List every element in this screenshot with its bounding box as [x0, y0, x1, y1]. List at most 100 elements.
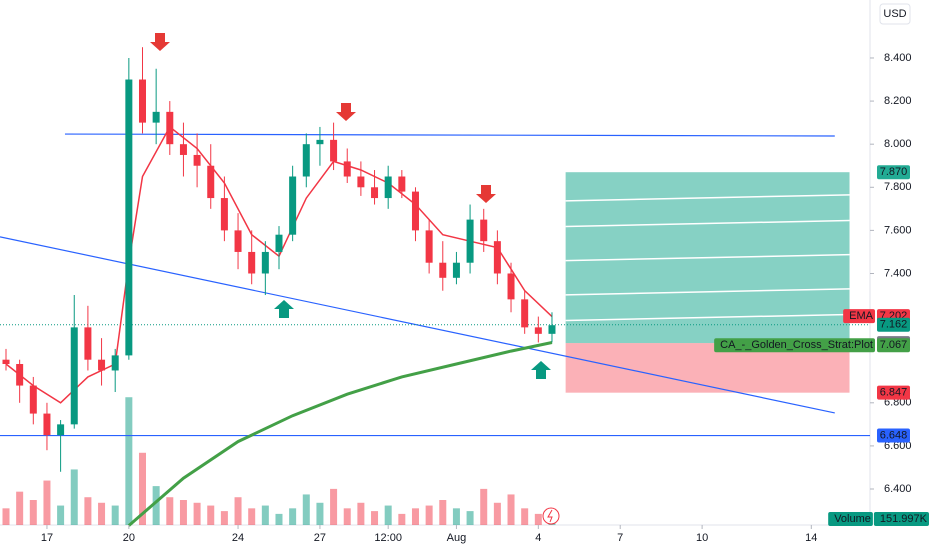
candle-body — [480, 219, 488, 242]
volume-bar — [152, 486, 160, 525]
volume-bar — [480, 488, 488, 525]
volume-bar — [70, 469, 78, 525]
buy-arrow — [531, 361, 551, 379]
zone-line — [565, 288, 850, 296]
y-tick-label: 8.000 — [884, 138, 912, 150]
volume-bar — [29, 500, 37, 525]
y-tick-label: 7.800 — [884, 181, 912, 193]
x-tick-label: 20 — [123, 532, 135, 544]
x-tick-label: 27 — [314, 532, 326, 544]
zone-line — [565, 313, 850, 322]
currency: USD — [883, 8, 906, 20]
volume-bar — [330, 488, 338, 525]
trend-line — [64, 133, 835, 137]
buy-arrow — [274, 300, 294, 318]
candle-body — [411, 191, 419, 231]
volume-name-box — [828, 512, 873, 526]
volume-bar — [166, 497, 174, 525]
candle-body — [275, 234, 283, 252]
sell-arrow — [150, 33, 170, 51]
candle-body — [179, 144, 187, 155]
y-tick-label: 6.800 — [884, 397, 912, 409]
candle-body — [166, 111, 174, 145]
volume-bar — [43, 480, 51, 525]
candle-body — [466, 219, 474, 263]
candle-body — [84, 327, 92, 360]
candle-body — [371, 187, 379, 199]
candle-body — [289, 176, 297, 235]
volume-bar — [398, 513, 406, 525]
volume-bar — [521, 508, 529, 525]
candle-body — [302, 144, 310, 177]
price-badge-label: 7.162 — [880, 319, 908, 331]
x-tick-label: 10 — [696, 532, 708, 544]
price-badge-label: 6.847 — [880, 387, 908, 399]
volume-bar — [384, 505, 392, 525]
signals — [150, 33, 551, 379]
candle-body — [2, 359, 10, 365]
candle-body — [534, 327, 542, 334]
volume-bar — [261, 505, 269, 525]
volume-name: Volume — [834, 513, 871, 525]
volume-bar — [2, 508, 10, 525]
volume-bar — [357, 502, 365, 525]
volume-bar — [343, 508, 351, 525]
candle-body — [220, 198, 228, 231]
volume-value-box — [873, 512, 929, 526]
volume-bar — [248, 508, 256, 525]
volume-bar — [111, 505, 119, 525]
candle-body — [248, 251, 256, 274]
volume-bar — [289, 508, 297, 525]
volume-bar — [507, 494, 515, 525]
price-badge — [877, 428, 910, 443]
candle-body — [343, 161, 351, 177]
badge-name-box — [843, 309, 875, 324]
volume-bar — [316, 502, 324, 525]
candle-body — [357, 176, 365, 188]
x-tick-label: 4 — [535, 532, 541, 544]
volume-bar — [220, 511, 228, 525]
x-tick-label: 17 — [41, 532, 53, 544]
y-tick-label: 7.600 — [884, 224, 912, 236]
volume-value: 151.997K — [880, 513, 928, 525]
candle-body — [548, 325, 556, 334]
y-tick-label: 7.400 — [884, 267, 912, 279]
y-tick-label: 8.200 — [884, 95, 912, 107]
candle-body — [57, 424, 65, 436]
volume-bar — [302, 494, 310, 525]
volume-bar — [193, 502, 201, 525]
zone-line — [565, 194, 850, 202]
volume-bar — [98, 502, 106, 525]
x-tick-label: 12:00 — [374, 532, 402, 544]
x-tick-label: 14 — [805, 532, 817, 544]
volume-bar — [125, 397, 133, 525]
volume-bar — [439, 500, 447, 525]
x-tick-label: Aug — [447, 532, 467, 544]
volume-bar — [179, 500, 187, 525]
price-badge — [877, 317, 910, 332]
candle-body — [70, 327, 78, 425]
volume-bar — [452, 508, 460, 525]
currency-box[interactable] — [879, 3, 911, 25]
sell-arrow — [476, 185, 496, 203]
event-icon[interactable] — [542, 507, 560, 525]
badge-name: EMA — [849, 310, 874, 322]
volume-bar — [138, 452, 146, 525]
volume-bar — [493, 502, 501, 525]
candle-body — [193, 154, 201, 166]
event-icon-bolt — [547, 509, 553, 523]
zone-line — [565, 219, 850, 228]
x-tick-label: 7 — [617, 532, 623, 544]
badge-name: CA_-_Golden_Cross_Strat:Plot — [720, 339, 873, 351]
volume-bar — [84, 497, 92, 525]
candle-body — [234, 230, 242, 252]
candle-body — [138, 79, 146, 123]
candle-body — [98, 359, 106, 371]
candle-body — [330, 139, 338, 162]
volume-bar — [234, 497, 242, 525]
candle-body — [207, 165, 215, 199]
candle-body — [111, 355, 119, 371]
indicator-line — [127, 341, 553, 527]
